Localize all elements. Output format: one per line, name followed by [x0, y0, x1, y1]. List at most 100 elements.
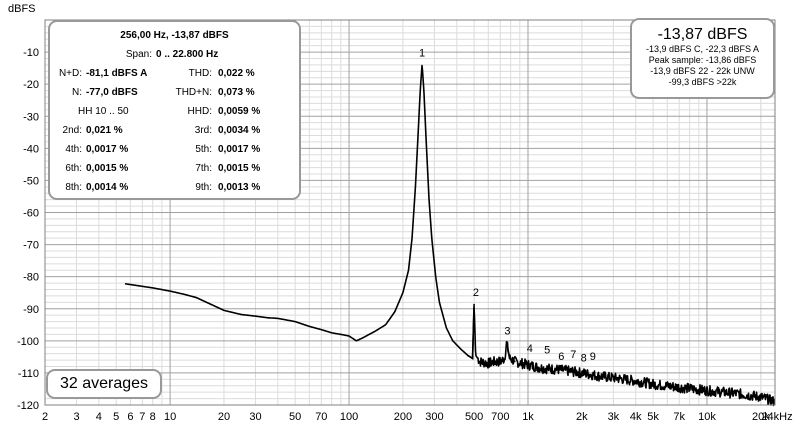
h7-value: 0,0015 % — [218, 163, 261, 174]
nd-value: -81,1 dBFS A — [86, 68, 148, 79]
level-readout-panel: -13,87 dBFS -13,9 dBFS C, -22,3 dBFS A P… — [630, 18, 775, 99]
h3-label: 3rd: — [194, 125, 212, 136]
n-label: N: — [72, 87, 82, 98]
level-above-22k-line: -99,3 dBFS >22k — [668, 77, 737, 87]
level-main-value: -13,87 dBFS — [657, 26, 748, 43]
h6-label: 6th: — [65, 163, 82, 174]
hhd-label: HHD: — [187, 106, 212, 117]
harmonic-spike — [467, 303, 475, 360]
h8-label: 8th: — [65, 182, 82, 193]
measurement-info-panel: 256,00 Hz, -13,87 dBFS Span: 0 .. 22.800… — [48, 20, 301, 200]
info-span-row: Span: 0 .. 22.800 Hz — [50, 45, 299, 64]
h5-label: 5th: — [195, 144, 212, 155]
x-tick-label: 50 — [289, 411, 301, 423]
info-row-h6-h7: 6th: 0,0015 % 7th: 0,0015 % — [50, 159, 299, 178]
y-tick-label: -20 — [23, 79, 39, 91]
averages-label: 32 averages — [59, 375, 149, 392]
y-tick-label: -50 — [23, 175, 39, 187]
x-tick-label: 3k — [608, 411, 620, 423]
x-tick-label: 700 — [491, 411, 509, 423]
thdn-value: 0,073 % — [218, 87, 255, 98]
harmonic-spike — [505, 342, 516, 363]
x-tick-label: 5 — [113, 411, 119, 423]
x-tick-label: 6 — [127, 411, 133, 423]
x-tick-label: 70 — [315, 411, 327, 423]
y-tick-label: -90 — [23, 304, 39, 316]
h3-value: 0,0034 % — [218, 125, 261, 136]
y-axis-ticks: -10 -20 -30 -40 -50 -60 -70 -80 -90 -100 -110 -120 — [17, 47, 39, 412]
info-header-row: 256,00 Hz, -13,87 dBFS — [50, 26, 299, 45]
x-tick-label: 500 — [465, 411, 483, 423]
harmonic-label: 7 — [570, 349, 576, 361]
level-unweighted-line: -13,9 dBFS 22 - 22k UNW — [650, 66, 755, 76]
h5-value: 0,0017 % — [218, 144, 261, 155]
y-tick-label: -80 — [23, 272, 39, 284]
nd-label: N+D: — [58, 68, 82, 79]
x-tick-label: 2 — [42, 411, 48, 423]
info-row-h4-h5: 4th: 0,0017 % 5th: 0,0017 % — [50, 140, 299, 159]
harmonic-markers: 1 2 3 4 56 7 8 9 — [419, 47, 596, 364]
x-tick-label: 7 — [139, 411, 145, 423]
info-row-h8-h9: 8th: 0,0014 % 9th: 0,0013 % — [50, 178, 299, 197]
y-tick-label: -110 — [18, 368, 39, 380]
y-tick-label: -10 — [23, 47, 39, 59]
x-tick-label: 10 — [164, 411, 176, 423]
x-tick-label: 2k — [576, 411, 588, 423]
x-tick-label: 30 — [249, 411, 261, 423]
x-tick-label: 200 — [394, 411, 412, 423]
spectrum-trace — [124, 64, 776, 407]
y-tick-label: -40 — [23, 143, 39, 155]
n-value: -77,0 dBFS — [86, 87, 138, 98]
harmonic-label: 4 — [527, 343, 533, 355]
h4-value: 0,0017 % — [86, 144, 129, 155]
y-tick-label: -30 — [23, 111, 39, 123]
h2-label: 2nd: — [62, 125, 82, 136]
plot-border — [44, 19, 776, 406]
x-tick-label: 24kHz — [761, 411, 792, 423]
hh-label: HH 10 .. 50 — [78, 106, 129, 117]
x-tick-label: 3 — [73, 411, 79, 423]
h8-value: 0,0014 % — [86, 182, 129, 193]
h4-label: 4th: — [65, 144, 82, 155]
level-weighting-line: -13,9 dBFS C, -22,3 dBFS A — [645, 44, 760, 54]
info-row-hh: HH 10 .. 50 HHD: 0,0059 % — [50, 102, 299, 121]
h9-label: 9th: — [195, 182, 212, 193]
info-row-h2-h3: 2nd: 0,021 % 3rd: 0,0034 % — [50, 121, 299, 140]
h2-value: 0,021 % — [86, 125, 123, 136]
h6-value: 0,0015 % — [86, 163, 129, 174]
harmonic-label: 5 — [544, 345, 550, 357]
x-tick-label: 1k — [522, 411, 534, 423]
harmonic-label: 3 — [504, 325, 510, 337]
y-tick-label: -60 — [23, 208, 39, 220]
span-label: Span: — [125, 49, 152, 60]
thdn-label: THD+N: — [175, 87, 212, 98]
y-tick-label: -120 — [17, 400, 39, 412]
info-row-n: N: -77,0 dBFS THD+N: 0,073 % — [50, 83, 299, 102]
harmonic-label: 8 — [581, 353, 587, 365]
harmonic-label: 9 — [590, 351, 596, 363]
x-tick-label: 300 — [425, 411, 443, 423]
x-tick-label: 4k — [630, 411, 642, 423]
x-tick-label: 7k — [673, 411, 685, 423]
h7-label: 7th: — [195, 163, 212, 174]
x-tick-label: 4 — [96, 411, 102, 423]
series-layer — [124, 64, 776, 407]
info-row-nd: N+D: -81,1 dBFS A THD: 0,022 % — [50, 64, 299, 83]
thd-label: THD: — [188, 68, 212, 79]
level-peak-sample-line: Peak sample: -13,86 dBFS — [648, 55, 757, 65]
y-tick-label: -100 — [17, 336, 39, 348]
y-tick-label: -70 — [23, 240, 39, 252]
x-tick-label: 10k — [698, 411, 716, 423]
x-tick-label: 20 — [218, 411, 230, 423]
x-tick-label: 5k — [647, 411, 659, 423]
x-tick-label: 100 — [340, 411, 358, 423]
info-header: 256,00 Hz, -13,87 dBFS — [120, 30, 229, 41]
averages-counter: 32 averages — [46, 369, 162, 399]
x-tick-label: 20k — [752, 411, 770, 423]
h9-value: 0,0013 % — [218, 182, 261, 193]
harmonic-label: 1 — [419, 47, 425, 59]
x-tick-label: 8 — [150, 411, 156, 423]
span-value: 0 .. 22.800 Hz — [156, 49, 219, 60]
x-axis-ticks: 2 3 4 5 6 7 8 10 20 30 50 70 100 200 300 500 700 1k 2k 3k 4k… — [42, 411, 793, 423]
hhd-value: 0,0059 % — [218, 106, 261, 117]
